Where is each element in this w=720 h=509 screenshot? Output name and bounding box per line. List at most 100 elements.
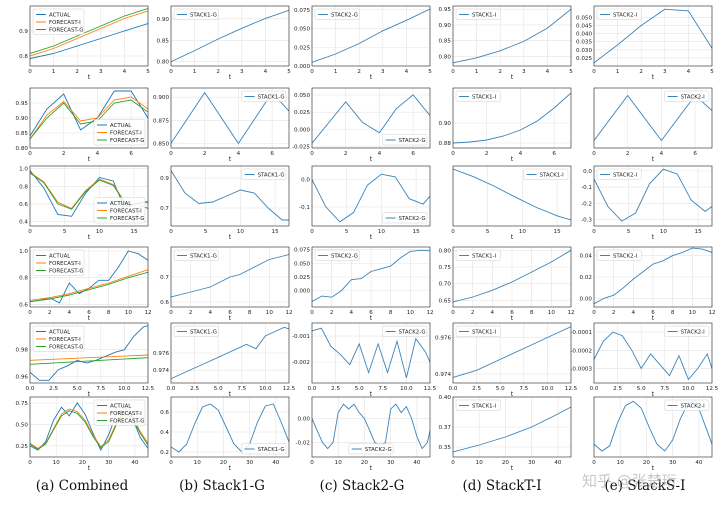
legend: STACK2-G [382,212,428,224]
y-tick-label: 0.96 [16,374,29,380]
x-tick-label: 0 [28,151,32,157]
x-tick-label: 10 [237,229,245,235]
x-tick-label: 10 [617,460,625,466]
x-tick-label: 4 [350,310,354,316]
x-tick-label: 6 [411,151,415,157]
x-axis-label: t [88,391,91,398]
y-tick-label: 0.90 [439,23,452,29]
series-line-stack1-i [453,406,571,453]
legend-label: ACTUAL [49,13,70,19]
x-tick-label: 7.5 [237,386,246,392]
y-tick-label: 0.95 [16,101,29,107]
x-tick-label: 3 [240,69,244,75]
legend-label: STACK2-I [613,173,638,179]
x-axis-label: t [370,234,373,241]
watermark: 知乎 @张楚珩 [582,472,677,490]
legend: STACK1-G [241,168,287,180]
series-line-stack2-g [312,403,430,450]
y-tick-label: 0.75 [439,265,452,271]
y-tick-label: 0.000 [294,289,310,295]
x-tick-label: 12.5 [142,386,155,392]
x-axis-label: t [229,234,232,241]
legend-label: FORECAST-I [110,411,142,417]
x-tick-label: 10.0 [259,386,272,392]
caption-combined: (a) Combined [35,478,129,494]
x-tick-label: 6 [270,151,274,157]
y-tick-label: 0.80 [16,146,29,152]
y-tick-label: 0.9 [19,29,28,35]
x-axis-label: t [229,315,232,322]
x-tick-label: 8 [671,310,675,316]
legend-label: FORECAST-G [110,138,145,144]
x-tick-label: 2 [216,69,220,75]
x-tick-label: 0 [451,310,455,316]
y-tick-label: 0.37 [439,425,452,431]
x-tick-label: 30 [669,460,677,466]
x-axis-label: t [88,156,91,163]
x-axis-label: t [229,391,232,398]
x-tick-label: 5.0 [496,386,505,392]
x-axis-label: t [511,315,514,322]
x-tick-label: 5 [63,229,67,235]
series-line-actual [30,325,148,381]
x-tick-label: 0.0 [167,386,176,392]
x-tick-label: 2 [330,310,334,316]
x-tick-label: 5 [428,69,432,75]
y-tick-label: -0.1 [581,185,592,191]
y-tick-label: 0.75 [16,401,29,407]
plot-frame [311,5,431,67]
chart-r3-c2: 0 2 4 6 8 10 12 0.000 0.025 0.050 0.075 t STACK2-G [294,246,434,322]
legend-label: STACK1-G [190,254,217,260]
x-tick-label: 2.5 [613,386,622,392]
y-tick-label: 0.4 [160,430,169,436]
x-axis-label: t [370,315,373,322]
legend: STACK1-I [523,168,569,180]
chart-r1-c4: 0 2 4 6 t STACK2-I [592,87,713,163]
x-axis-label: t [88,74,91,81]
series-line-forecast-i [30,269,148,301]
x-tick-label: 4 [660,151,664,157]
legend-label: FORECAST-I [49,337,81,343]
y-tick-label: 0.35 [439,445,452,451]
chart-r2-c4: 0 5 10 15 -0.3 -0.2 -0.1 0.0 t STACK2-I [581,165,713,241]
x-tick-label: 2 [48,310,52,316]
legend-label: STACK1-G [258,95,285,101]
chart-r2-c1: 0 5 10 15 0.7 0.9 t STACK1-G [160,165,290,241]
x-tick-label: 0 [169,460,173,466]
x-tick-label: 10 [96,229,104,235]
y-tick-label: 0.050 [294,27,310,33]
x-tick-label: 6 [693,151,697,157]
y-tick-label: 0.050 [294,261,310,267]
legend: STACK2-G [348,443,394,455]
x-axis-label: t [511,391,514,398]
x-tick-label: 2 [471,310,475,316]
x-tick-label: 8 [248,310,252,316]
x-tick-label: 10 [660,229,668,235]
y-tick-label: 0.974 [153,368,169,374]
y-tick-label: 0.075 [294,248,310,254]
legend-box [455,325,501,337]
series-line-forecast-i [30,96,148,140]
legend-label: STACK1-I [472,13,497,19]
y-tick-label: 0.025 [294,275,310,281]
plot-frame [29,165,149,227]
y-tick-label: 0.7 [160,275,169,281]
x-axis-label: t [511,74,514,81]
y-tick-label: 0.8 [19,54,28,60]
x-tick-label: 0 [310,310,314,316]
legend-box [455,249,501,261]
y-tick-label: 0.02 [580,275,592,281]
y-tick-label: -0.001 [292,334,310,340]
y-tick-label: 0.6 [19,202,28,208]
y-tick-label: -0.0001 [570,330,592,336]
y-tick-label: 0.850 [153,141,169,147]
plot-frame [29,396,149,458]
legend-label: STACK2-G [399,138,426,144]
legend-box [596,168,642,180]
x-tick-label: 12 [426,310,433,316]
x-tick-label: 0.0 [26,386,35,392]
